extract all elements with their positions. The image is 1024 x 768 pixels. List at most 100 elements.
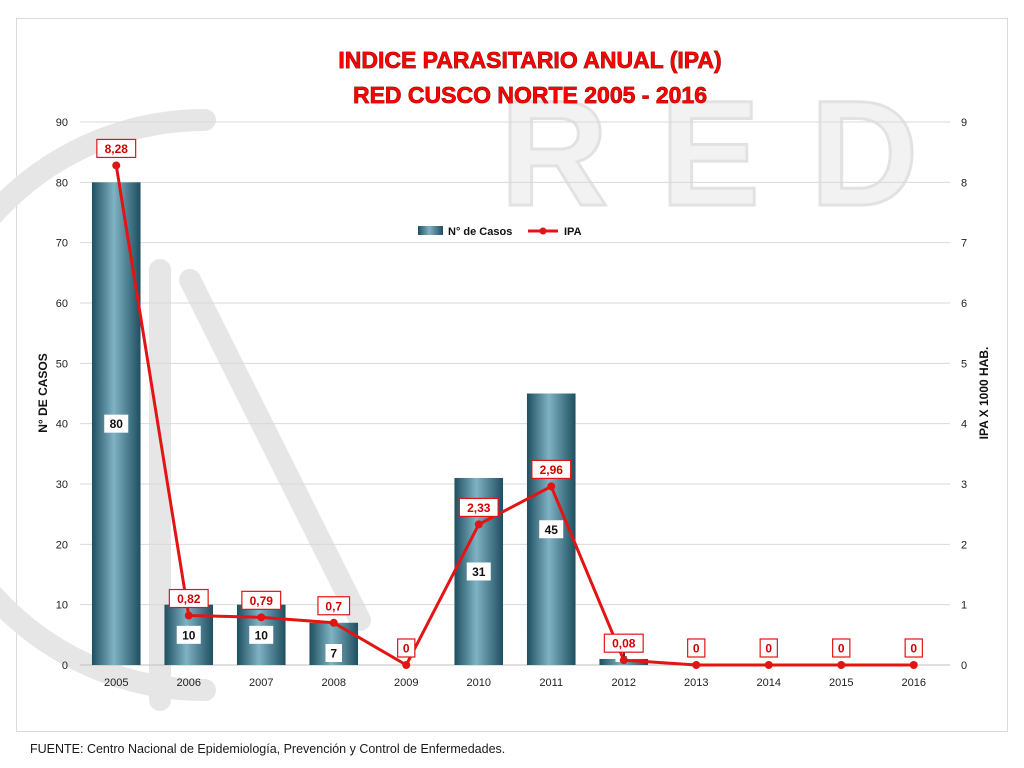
casos-label-box (176, 625, 201, 644)
casos-data-label: 80 (110, 417, 124, 431)
left-tick-label: 10 (56, 600, 68, 612)
ipa-label-box (458, 497, 499, 518)
casos-data-label: 10 (255, 628, 269, 642)
x-tick-label: 2012 (612, 677, 636, 689)
ipa-line (114, 165, 914, 667)
right-tick-label: 6 (961, 298, 967, 310)
legend: N° de Casos IPA (418, 226, 582, 238)
ipa-point (837, 661, 846, 669)
left-tick-label: 80 (56, 177, 68, 189)
ipa-data-label: 0,08 (612, 637, 636, 651)
casos-data-label: 7 (330, 647, 337, 661)
x-tick-label: 2011 (539, 677, 563, 689)
left-tick-label: 70 (56, 238, 68, 250)
casos-data-label: 1 (620, 647, 627, 661)
x-tick-label: 2010 (467, 677, 491, 689)
ipa-point (692, 661, 701, 669)
watermark-letter-1: R (500, 69, 608, 237)
x-tick-label: 2013 (684, 677, 708, 689)
source-prefix: FUENTE: Centro (30, 742, 125, 756)
left-tick-label: 30 (56, 479, 68, 491)
ipa-data-label: 0 (693, 642, 700, 656)
ipa-label-box (832, 638, 851, 658)
ipa-line-series: 8,28 0,82 0,79 0,7 0 2,33 2,96 0,08 0 0 0 0 (96, 138, 923, 669)
left-tick-label: 50 (56, 358, 68, 370)
ipa-label-box (168, 588, 209, 609)
x-tick-label: 2015 (829, 677, 853, 689)
gridlines (80, 121, 950, 666)
right-tick-label: 2 (961, 539, 967, 551)
ipa-point (764, 661, 773, 669)
source-rest: Nacional de Epidemiología, Prevención y … (124, 742, 506, 756)
ipa-label-box (317, 596, 351, 616)
x-tick-label: 2014 (757, 677, 781, 689)
right-tick-label: 1 (961, 600, 967, 612)
ipa-label-box (687, 638, 706, 658)
ipa-label-box (904, 638, 923, 658)
ipa-data-label: 0 (838, 642, 845, 656)
casos-label-box (104, 414, 129, 433)
casos-label-box (325, 644, 342, 662)
right-tick-label: 5 (961, 358, 967, 370)
left-tick-label: 90 (56, 117, 68, 129)
ipa-label-box (531, 459, 572, 480)
left-tick-label: 20 (56, 539, 68, 551)
x-tick-label: 2016 (902, 677, 926, 689)
right-tick-label: 7 (961, 238, 967, 250)
ipa-data-label: 8,28 (105, 142, 129, 156)
right-tick-label: 4 (961, 419, 967, 431)
watermark-letter-3: D (810, 69, 918, 237)
casos-label-box (249, 625, 274, 644)
ipa-label-box (397, 638, 416, 658)
right-tick-label: 8 (961, 177, 967, 189)
left-tick-label: 60 (56, 298, 68, 310)
ipa-data-label: 0 (910, 642, 917, 656)
x-tick-label: 2009 (394, 677, 418, 689)
chart-title-line-2: RED CUSCO NORTE 2005 - 2016 (353, 82, 707, 108)
ipa-point (619, 656, 628, 665)
ipa-point (402, 661, 411, 669)
x-tick-label: 2008 (322, 677, 346, 689)
legend-bar-swatch (418, 226, 443, 235)
right-tick-label: 0 (961, 660, 967, 672)
ipa-label-box (603, 633, 644, 653)
casos-data-label: 10 (182, 628, 196, 642)
ipa-data-label: 0 (403, 642, 410, 656)
left-tick-label: 40 (56, 419, 68, 431)
casos-data-label: 45 (545, 523, 559, 537)
right-tick-label: 3 (961, 479, 967, 491)
watermark-letter-2: E (660, 69, 760, 237)
ipa-data-label: 2,96 (540, 463, 564, 477)
casos-data-label: 31 (472, 565, 486, 579)
right-axis-ticks: 0 1 2 3 4 5 6 7 8 9 (961, 117, 967, 672)
chart-title-line-1: INDICE PARASITARIO ANUAL (IPA) (338, 47, 721, 73)
left-tick-label: 0 (62, 660, 68, 672)
ipa-label-box (96, 138, 137, 159)
ipa-label-box (759, 638, 778, 658)
right-tick-label: 9 (961, 117, 967, 129)
ipa-point (257, 613, 266, 622)
ipa-point (909, 661, 918, 669)
ipa-point (184, 611, 193, 620)
legend-bar-label: N° de Casos (448, 226, 512, 238)
ipa-data-label: 2,33 (467, 501, 491, 515)
ipa-data-label: 0 (765, 642, 772, 656)
ipa-point (474, 520, 483, 529)
legend-line-label: IPA (564, 226, 582, 238)
x-tick-label: 2007 (249, 677, 273, 689)
left-axis-title: N° DE CASOS (36, 353, 50, 432)
ipa-point (112, 161, 121, 170)
ipa-label-box (241, 590, 282, 610)
x-tick-label: 2005 (104, 677, 128, 689)
casos-label-box (539, 520, 564, 539)
casos-label-box (466, 562, 491, 581)
ipa-point (547, 482, 556, 491)
legend-line-marker (539, 227, 547, 235)
ipa-data-label: 0,7 (325, 599, 342, 613)
ipa-data-label: 0,79 (250, 594, 274, 608)
left-axis-ticks: 0 10 20 30 40 50 60 70 80 90 (56, 117, 68, 672)
ipa-data-label: 0,82 (177, 592, 201, 606)
x-tick-label: 2006 (177, 677, 201, 689)
